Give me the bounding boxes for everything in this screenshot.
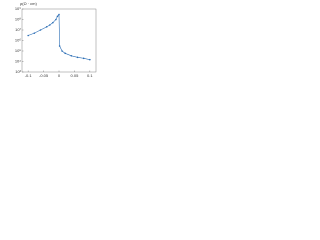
point bbox=[52, 21, 54, 24]
point bbox=[48, 24, 51, 26]
y-tick-label: 10⁸ bbox=[15, 17, 21, 22]
x-tick-label: 0.05 bbox=[71, 73, 80, 78]
x-tick-label: 0 bbox=[58, 73, 61, 78]
y-tick-label: 10³ bbox=[15, 69, 21, 74]
y-tick-label: 10⁵ bbox=[15, 48, 21, 53]
point bbox=[64, 52, 66, 55]
line bbox=[28, 13, 90, 60]
y-tick-label: 10⁹ bbox=[15, 6, 21, 11]
point bbox=[70, 54, 73, 57]
x-tick-label: 0.1 bbox=[87, 73, 93, 78]
point bbox=[56, 15, 59, 18]
y-tick-label: 10⁷ bbox=[15, 27, 21, 32]
point bbox=[76, 56, 79, 59]
point bbox=[61, 50, 63, 52]
point bbox=[39, 29, 42, 31]
point bbox=[27, 34, 29, 37]
point bbox=[58, 13, 60, 16]
x-tick-label: -0.1 bbox=[25, 73, 33, 78]
point bbox=[82, 57, 85, 60]
point bbox=[89, 58, 91, 61]
y-axis-label: ρ(Ω · cm) bbox=[20, 1, 37, 6]
point bbox=[58, 45, 61, 47]
point bbox=[55, 18, 57, 21]
y-tick-label: 10⁴ bbox=[15, 59, 21, 64]
point bbox=[45, 26, 48, 28]
x-tick-label: -0.05 bbox=[39, 73, 49, 78]
point bbox=[33, 32, 36, 34]
y-tick-label: 10⁶ bbox=[15, 38, 21, 43]
chart: ρ(Ω · cm) 10³ 10⁴ 10⁵ 10⁶ 10⁷ 10⁸ 10⁹ -0.1 -0.05… bbox=[15, 1, 97, 78]
